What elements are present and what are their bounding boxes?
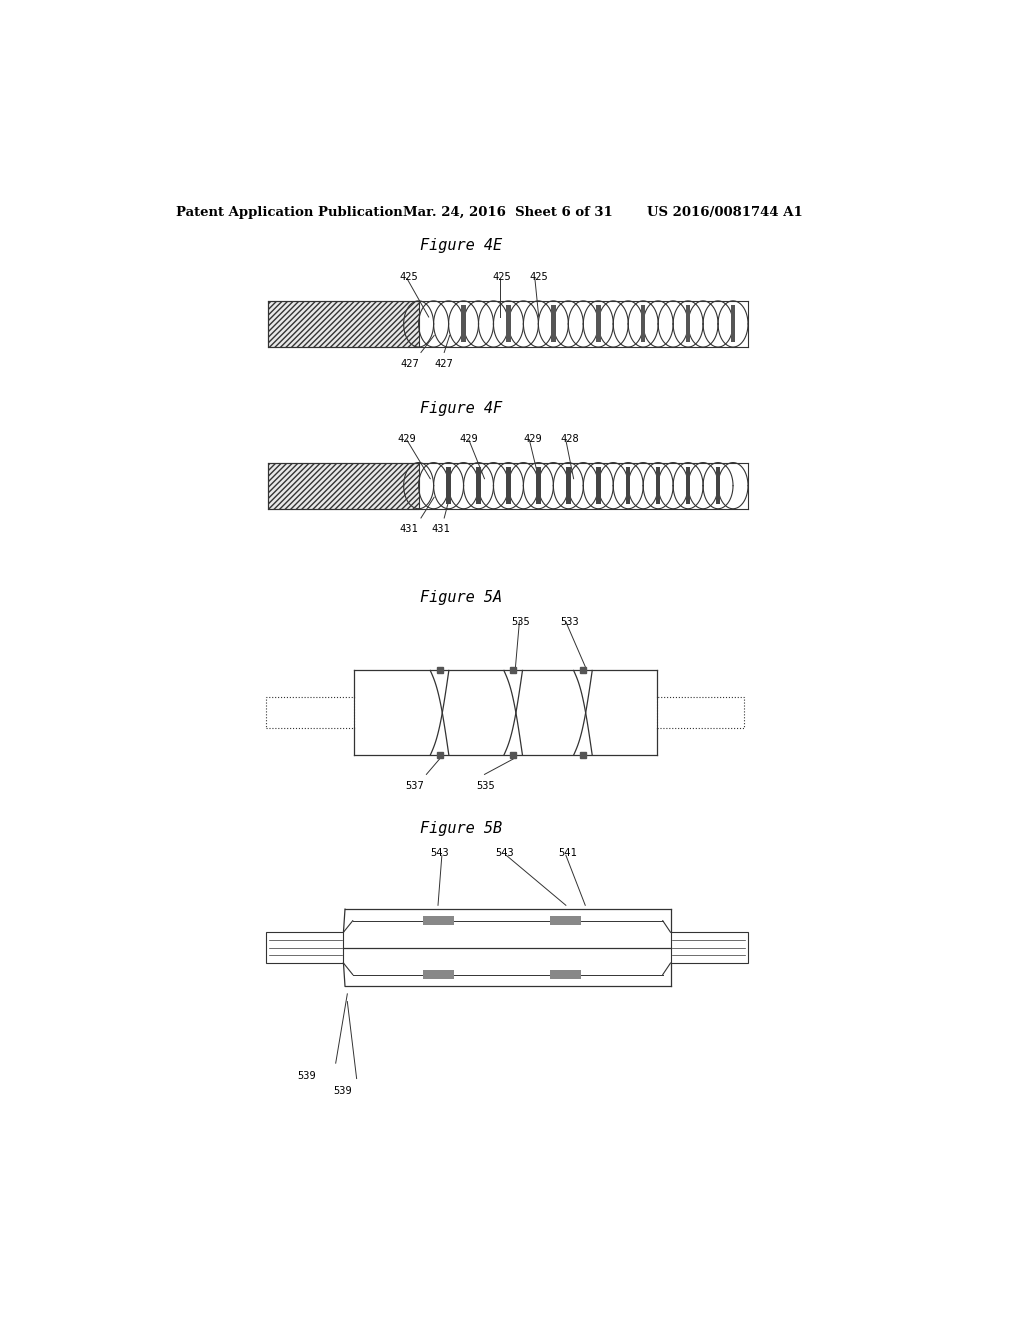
Bar <box>461 305 466 342</box>
Bar <box>550 970 582 979</box>
Text: 429: 429 <box>460 434 478 444</box>
Bar <box>656 467 660 504</box>
Bar <box>550 916 582 925</box>
Text: 427: 427 <box>400 359 420 368</box>
Text: 543: 543 <box>430 847 449 858</box>
Text: 425: 425 <box>493 272 511 282</box>
Text: 535: 535 <box>477 780 496 791</box>
Bar <box>596 305 600 342</box>
Bar <box>506 467 511 504</box>
Text: 537: 537 <box>406 780 424 791</box>
Bar <box>626 467 631 504</box>
Bar <box>656 697 744 729</box>
Text: 541: 541 <box>558 847 577 858</box>
Bar <box>641 305 645 342</box>
Text: 427: 427 <box>434 359 453 368</box>
Bar <box>686 467 690 504</box>
Text: Mar. 24, 2016  Sheet 6 of 31: Mar. 24, 2016 Sheet 6 of 31 <box>403 206 613 219</box>
Text: Figure 5A: Figure 5A <box>420 590 503 605</box>
Bar <box>716 467 720 504</box>
Bar <box>671 932 748 964</box>
Bar <box>476 467 480 504</box>
Text: 429: 429 <box>397 434 417 444</box>
Bar <box>686 305 690 342</box>
Bar <box>267 462 419 508</box>
Bar <box>596 467 600 504</box>
Bar <box>731 305 735 342</box>
Text: Figure 4E: Figure 4E <box>420 239 503 253</box>
Text: 533: 533 <box>560 616 580 627</box>
Bar <box>266 697 354 729</box>
Text: Figure 4F: Figure 4F <box>420 401 503 416</box>
Text: 543: 543 <box>496 847 514 858</box>
Text: Patent Application Publication: Patent Application Publication <box>176 206 402 219</box>
Bar <box>551 305 556 342</box>
Text: 431: 431 <box>399 524 418 535</box>
Text: 429: 429 <box>523 434 542 444</box>
Text: 535: 535 <box>512 616 530 627</box>
Text: 539: 539 <box>334 1086 352 1096</box>
Text: 428: 428 <box>560 434 580 444</box>
Text: 431: 431 <box>432 524 451 535</box>
Text: Figure 5B: Figure 5B <box>420 821 503 836</box>
Bar <box>267 301 419 347</box>
Bar <box>506 305 511 342</box>
Text: 425: 425 <box>529 272 548 282</box>
Text: 425: 425 <box>399 272 418 282</box>
Bar <box>423 916 454 925</box>
Bar <box>266 932 343 964</box>
Bar <box>423 970 454 979</box>
Text: US 2016/0081744 A1: US 2016/0081744 A1 <box>647 206 803 219</box>
Text: 539: 539 <box>297 1071 315 1081</box>
Bar <box>537 467 541 504</box>
Bar <box>566 467 570 504</box>
Bar <box>446 467 451 504</box>
